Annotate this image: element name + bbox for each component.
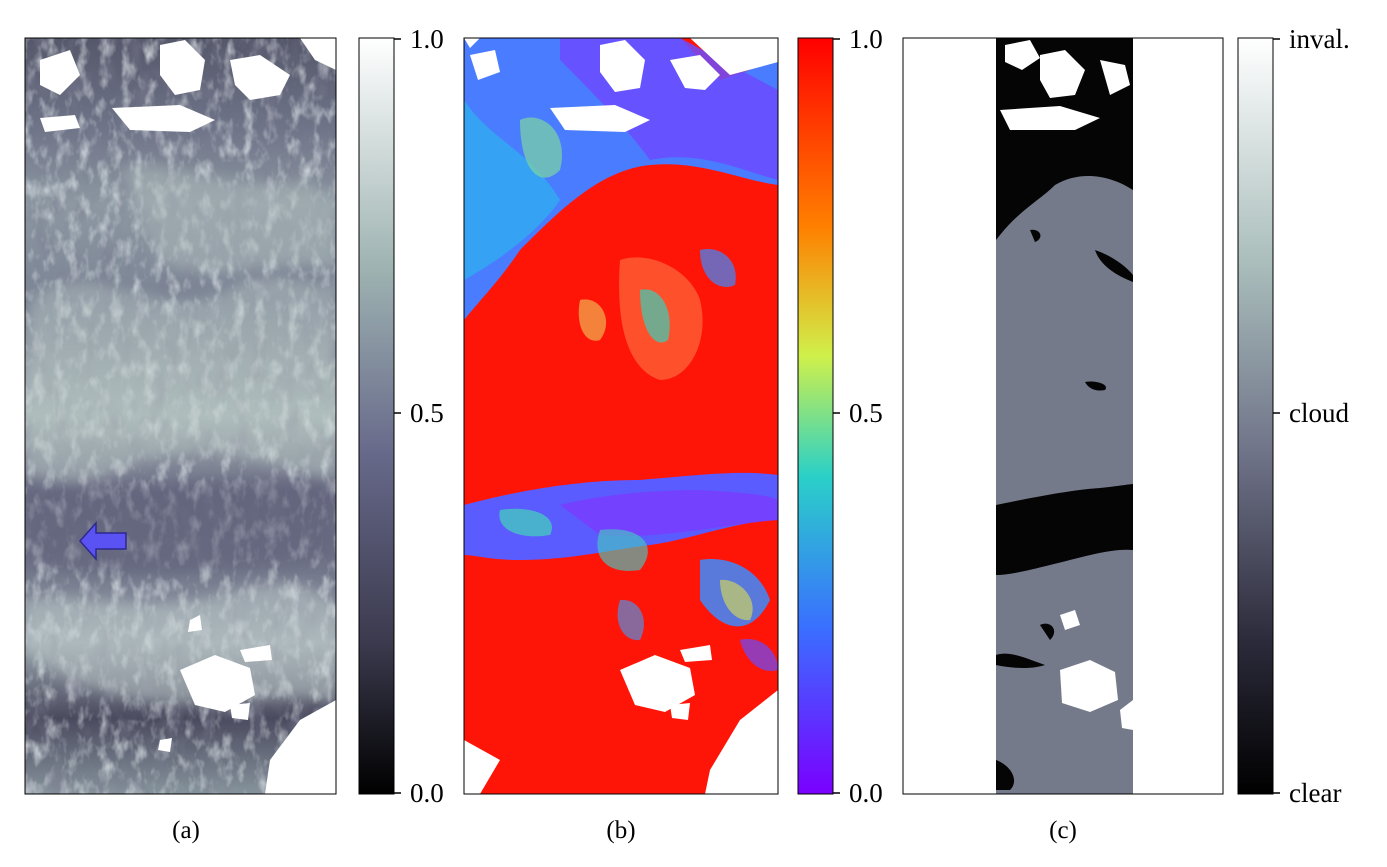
panel-b-image xyxy=(464,38,778,794)
caption-c: (c) xyxy=(1049,817,1077,844)
caption-a: (a) xyxy=(172,817,200,844)
panel-b-frame xyxy=(463,37,779,795)
panel-c-image xyxy=(996,38,1133,794)
panel-b: 1.0 0.5 0.0 (b) xyxy=(463,24,883,844)
colorbar-c-tick-mid: cloud xyxy=(1289,398,1349,428)
panel-a-image xyxy=(25,38,336,794)
colorbar-c: inval. cloud clear xyxy=(1237,24,1350,808)
colorbar-a-tick-top: 1.0 xyxy=(410,24,444,54)
colorbar-b-tick-top: 1.0 xyxy=(849,24,883,54)
colorbar-b-tick-bottom: 0.0 xyxy=(849,778,883,808)
colorbar-a-tick-bottom: 0.0 xyxy=(410,778,444,808)
colorbar-b: 1.0 0.5 0.0 xyxy=(797,24,883,808)
colorbar-a-tick-mid: 0.5 xyxy=(410,398,444,428)
panel-a-frame xyxy=(24,37,337,795)
caption-b: (b) xyxy=(606,817,635,844)
panel-c: inval. cloud clear (c) xyxy=(902,24,1350,844)
panel-c-frame xyxy=(902,37,1224,795)
colorbar-c-tick-bottom: clear xyxy=(1289,778,1341,808)
panel-a: 1.0 0.5 0.0 (a) xyxy=(24,24,444,844)
colorbar-b-tick-mid: 0.5 xyxy=(849,398,883,428)
blue-arrow-icon xyxy=(78,521,127,561)
colorbar-c-tick-top: inval. xyxy=(1289,24,1350,54)
colorbar-a: 1.0 0.5 0.0 xyxy=(358,24,444,808)
